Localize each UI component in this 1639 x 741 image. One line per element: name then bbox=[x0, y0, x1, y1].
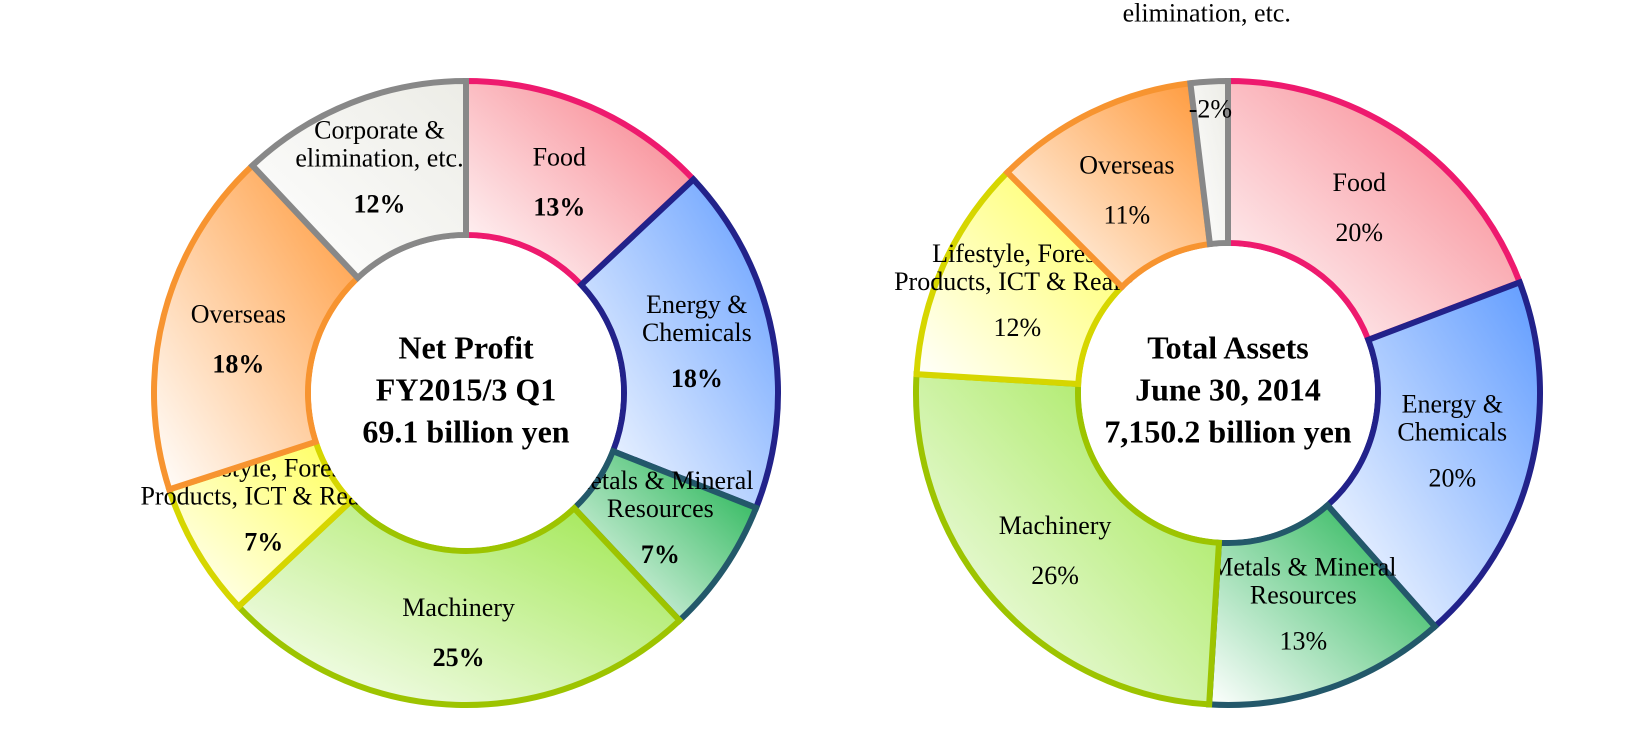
value-label: 26% bbox=[1031, 561, 1079, 590]
value-label: 12% bbox=[353, 189, 405, 218]
center-text: June 30, 2014 bbox=[1135, 371, 1321, 407]
slice-label: Overseas bbox=[191, 300, 286, 329]
slice bbox=[248, 77, 469, 283]
slice bbox=[1187, 77, 1231, 248]
value-label: 25% bbox=[433, 643, 485, 672]
value-label: 12% bbox=[994, 313, 1042, 342]
slice bbox=[234, 496, 684, 708]
slice-label: Energy & Chemicals bbox=[1397, 389, 1507, 446]
center-text: Total Assets bbox=[1147, 329, 1309, 365]
center-text: 69.1 billion yen bbox=[362, 413, 569, 449]
center-text: Net Profit bbox=[398, 329, 534, 365]
value-label: 18% bbox=[671, 364, 723, 393]
slice-label: Metals & Mineral Resources bbox=[1210, 552, 1396, 609]
slice-label: Corporate &elimination, etc. bbox=[295, 115, 463, 172]
value-label: 13% bbox=[533, 192, 585, 221]
slice-label: Food bbox=[1332, 168, 1385, 197]
center-text: FY2015/3 Q1 bbox=[376, 371, 556, 407]
slice bbox=[1003, 79, 1214, 292]
value-label: 7% bbox=[244, 528, 283, 557]
slice bbox=[463, 77, 698, 290]
slice-label: Overseas bbox=[1079, 150, 1174, 179]
center-text: 7,150.2 billion yen bbox=[1104, 413, 1351, 449]
slice-label: Energy & Chemicals bbox=[642, 290, 752, 347]
slice-label: Food bbox=[533, 142, 586, 171]
slice bbox=[913, 370, 1223, 708]
value-label: 20% bbox=[1335, 218, 1383, 247]
donut-hole bbox=[311, 238, 621, 548]
value-label: 18% bbox=[212, 350, 264, 379]
slice-label: Corporate &elimination, etc. bbox=[1123, 0, 1291, 28]
slice bbox=[1225, 77, 1524, 344]
donut-hole bbox=[1081, 246, 1375, 540]
value-label: 13% bbox=[1280, 626, 1328, 655]
slice bbox=[1205, 501, 1440, 708]
slice bbox=[1323, 278, 1543, 631]
value-label: 20% bbox=[1428, 463, 1476, 492]
slice bbox=[151, 161, 363, 494]
value-label: -2% bbox=[1189, 95, 1232, 124]
slice-label: Machinery bbox=[999, 511, 1112, 540]
slice-label: Machinery bbox=[402, 593, 515, 622]
slice-label: Metals & Mineral Resources bbox=[567, 466, 753, 523]
value-label: 11% bbox=[1104, 200, 1151, 229]
slice bbox=[576, 175, 781, 512]
slice bbox=[913, 168, 1127, 388]
value-label: 7% bbox=[641, 540, 680, 569]
